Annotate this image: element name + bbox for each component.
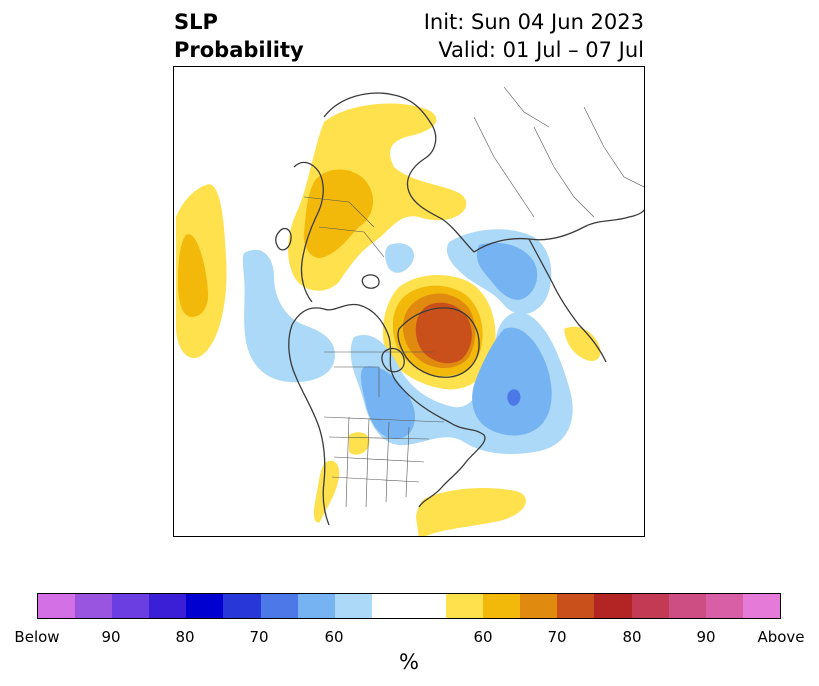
colorbar-swatch (705, 594, 743, 618)
coastlines (275, 92, 644, 526)
colorbar-swatch (112, 594, 150, 618)
colorbar-swatch (520, 594, 558, 618)
title-variable: SLP (174, 10, 218, 34)
colorbar-tick-label: 80 (622, 628, 642, 646)
above-region-siberia-coast (564, 326, 601, 362)
colorbar-swatch (594, 594, 632, 618)
colorbar-swatch (446, 594, 484, 618)
below-region-hudson (360, 366, 415, 439)
colorbar-tick-label: 80 (175, 628, 195, 646)
probability-map (173, 66, 645, 537)
below-region-alaska (242, 249, 335, 383)
coastline-iceland (361, 274, 380, 289)
above-region-pacific-core (178, 234, 209, 317)
above-normal-regions (176, 103, 601, 536)
below-region-atlantic-mid (472, 327, 552, 436)
coastline-scandinavia (293, 161, 324, 303)
init-date: Init: Sun 04 Jun 2023 (423, 10, 644, 34)
colorbar-swatch (223, 594, 261, 618)
coastline-greenland (397, 307, 480, 378)
colorbar-swatch (260, 594, 298, 618)
colorbar-unit: % (399, 650, 419, 674)
above-region-europe-core (303, 169, 374, 258)
colorbar-tick-label: 90 (101, 628, 121, 646)
colorbar-swatch (483, 594, 521, 618)
colorbar-swatch (631, 594, 669, 618)
below-region-barents-core (476, 242, 538, 300)
coastline-north-america (291, 303, 486, 508)
colorbar-swatch (668, 594, 706, 618)
colorbar-swatch (557, 594, 595, 618)
below-region-arctic-gap (385, 243, 414, 273)
colorbar-swatch (75, 594, 113, 618)
colorbar-swatch (742, 594, 780, 618)
below-region-atlantic-core (507, 389, 521, 406)
colorbar-tick-label: 70 (547, 628, 567, 646)
colorbar-swatch (371, 594, 447, 618)
colorbar-swatch (186, 594, 224, 618)
coastline-uk (275, 227, 292, 251)
above-region-west-us-2 (313, 460, 340, 523)
chart-title-right: Init: Sun 04 Jun 2023 Valid: 01 Jul – 07… (424, 8, 644, 64)
probability-colorbar (37, 593, 781, 619)
colorbar-tick-label: 60 (324, 628, 344, 646)
title-product: Probability (174, 38, 304, 62)
coastline-west-coast (288, 324, 330, 526)
coastline-eurasia-arctic (473, 209, 644, 253)
political-borders (303, 86, 644, 508)
colorbar-tick-label: 70 (249, 628, 269, 646)
coastline-europe (323, 92, 475, 253)
colorbar-tick-label: 90 (696, 628, 716, 646)
colorbar-swatch (38, 594, 76, 618)
chart-title-left: SLP Probability (174, 8, 304, 64)
colorbar-swatch (334, 594, 372, 618)
coastline-siberia (528, 238, 607, 363)
valid-range: Valid: 01 Jul – 07 Jul (438, 38, 644, 62)
colorbar-tick-label: Above (757, 628, 805, 646)
colorbar-swatch (297, 594, 335, 618)
above-region-atlantic (416, 487, 526, 536)
colorbar-tick-label: 60 (473, 628, 493, 646)
colorbar-tick-label: Below (14, 628, 60, 646)
coastline-baffin (381, 347, 405, 373)
above-region-greenland-core (415, 302, 472, 364)
colorbar-swatch (149, 594, 187, 618)
